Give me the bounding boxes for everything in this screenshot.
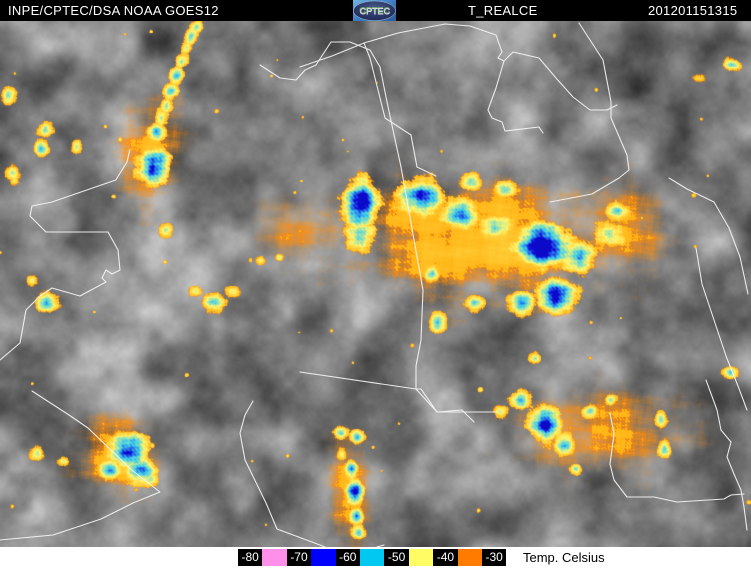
svg-text:CPTEC: CPTEC bbox=[359, 6, 390, 17]
